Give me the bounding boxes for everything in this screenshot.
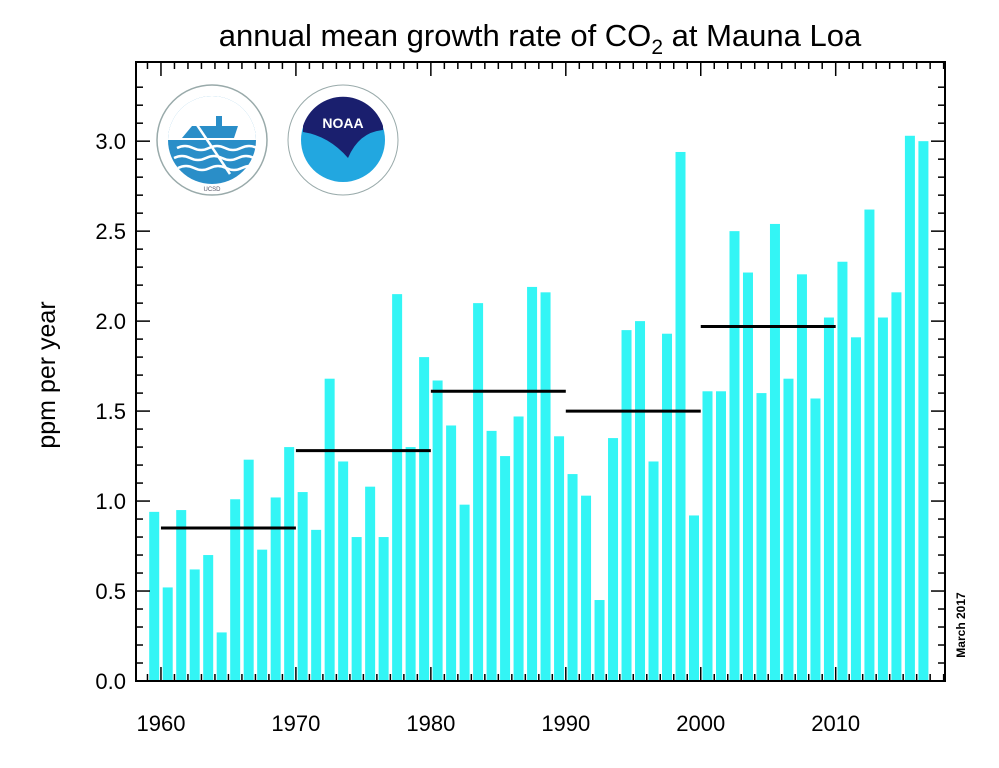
x-tick-label: 2010: [811, 711, 860, 736]
bar-1960: [162, 587, 173, 681]
bar-1965: [230, 499, 241, 681]
plot-frame: [135, 61, 946, 682]
bar-1997: [662, 333, 673, 681]
bar-1987: [527, 286, 538, 681]
bar-1982: [459, 504, 470, 681]
bar-2016: [918, 141, 929, 681]
bar-1989: [554, 436, 565, 681]
bar-1995: [635, 321, 646, 681]
bar-1996: [648, 461, 659, 681]
bar-1992: [594, 600, 605, 681]
bar-1962: [189, 569, 200, 681]
bar-1966: [243, 459, 254, 681]
bar-1998: [675, 151, 686, 681]
y-tick-label: 3.0: [95, 129, 126, 154]
x-tick-label: 1960: [136, 711, 185, 736]
y-axis-label: ppm per year: [33, 301, 61, 448]
bar-1981: [446, 425, 457, 681]
bar-1983: [473, 303, 484, 681]
bar-1994: [621, 330, 632, 681]
bar-2005: [769, 223, 780, 681]
bar-1985: [500, 456, 511, 681]
bar-2014: [891, 292, 902, 681]
bar-2008: [810, 398, 821, 681]
x-tick-label: 1990: [541, 711, 590, 736]
bar-1973: [338, 461, 349, 681]
bar-1968: [270, 497, 281, 681]
bar-1967: [257, 549, 268, 681]
bar-1986: [513, 416, 524, 681]
y-tick-label: 1.5: [95, 399, 126, 424]
bar-1971: [311, 529, 322, 681]
bar-1976: [378, 537, 389, 681]
y-tick-label: 2.5: [95, 219, 126, 244]
bar-1970: [297, 492, 308, 681]
noaa-logo-text: NOAA: [322, 115, 363, 131]
bar-1979: [419, 357, 430, 681]
x-tick-label: 1980: [406, 711, 455, 736]
bar-1974: [351, 537, 362, 681]
bar-2006: [783, 378, 794, 681]
bar-1964: [216, 632, 227, 681]
bar-1963: [203, 555, 214, 681]
bar-2007: [796, 274, 807, 681]
bar-2004: [756, 393, 767, 681]
bar-1961: [176, 510, 187, 681]
bar-2010: [837, 261, 848, 681]
bar-1959: [149, 511, 160, 681]
bar-2015: [904, 135, 915, 681]
bar-1969: [284, 447, 295, 681]
y-tick-label: 0.5: [95, 579, 126, 604]
bar-1988: [540, 292, 551, 681]
scripps-logo-text: UCSD: [203, 187, 221, 193]
bar-1972: [324, 378, 335, 681]
y-tick-label: 2.0: [95, 309, 126, 334]
bar-2013: [877, 317, 888, 681]
bar-1978: [405, 447, 416, 681]
bar-2003: [742, 272, 753, 681]
y-tick-label: 1.0: [95, 489, 126, 514]
scripps-logo: UCSD: [156, 84, 268, 196]
x-tick-label: 1970: [271, 711, 320, 736]
noaa-logo: NOAA: [287, 84, 399, 196]
bar-2011: [850, 337, 861, 681]
bar-1991: [581, 495, 592, 681]
x-tick-label: 2000: [676, 711, 725, 736]
bar-1980: [432, 380, 443, 681]
bar-1984: [486, 430, 497, 681]
bar-1990: [567, 474, 578, 681]
bar-1999: [689, 515, 700, 681]
y-tick-label: 0.0: [95, 669, 126, 694]
chart-title: annual mean growth rate of CO2 at Mauna …: [219, 18, 862, 59]
bar-2000: [702, 391, 713, 681]
bar-2009: [823, 317, 834, 681]
bar-2002: [729, 231, 740, 681]
bar-1977: [392, 294, 403, 681]
date-annotation: March 2017: [954, 592, 968, 658]
bar-2012: [864, 209, 875, 682]
bar-2001: [715, 391, 726, 681]
bar-1993: [608, 438, 619, 681]
bar-1975: [365, 486, 376, 681]
